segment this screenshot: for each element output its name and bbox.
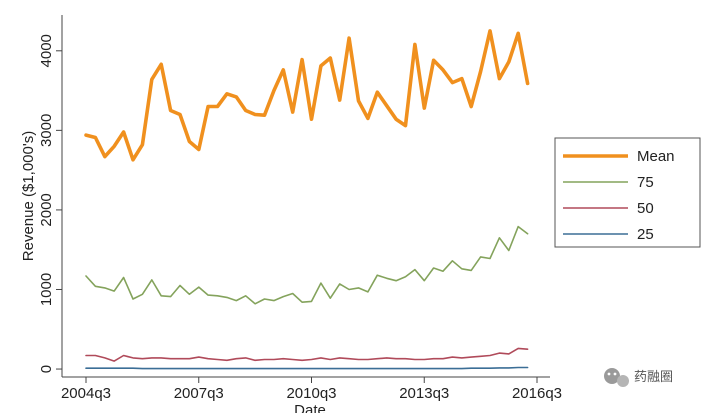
legend-label-75: 75 bbox=[637, 174, 654, 191]
legend-label-25: 25 bbox=[637, 226, 654, 243]
y-tick-label-1000: 1000 bbox=[38, 273, 55, 306]
y-tick-label-3000: 3000 bbox=[38, 114, 55, 147]
x-tick-label-2004q3: 2004q3 bbox=[61, 385, 111, 402]
series-line-25 bbox=[85, 366, 529, 370]
x-axis-ticks: 2004q3 2007q3 2010q3 2013q3 2016q3 bbox=[61, 377, 562, 402]
y-axis-ticks: 0 1000 2000 3000 4000 bbox=[38, 34, 62, 373]
x-axis-title: Date bbox=[294, 402, 326, 413]
x-tick-label-2010q3: 2010q3 bbox=[286, 385, 336, 402]
y-tick-label-0: 0 bbox=[38, 365, 55, 373]
watermark: 药融圈 bbox=[604, 368, 673, 387]
legend-label-50: 50 bbox=[637, 200, 654, 217]
x-tick-label-2007q3: 2007q3 bbox=[174, 385, 224, 402]
plot-background bbox=[62, 15, 550, 377]
series-layer bbox=[84, 29, 530, 370]
series-line-mean bbox=[84, 29, 530, 162]
series-line-50 bbox=[85, 347, 529, 362]
wechat-icon bbox=[604, 368, 629, 387]
y-tick-label-2000: 2000 bbox=[38, 193, 55, 226]
legend: Mean 75 50 25 bbox=[554, 137, 701, 248]
series-line-75 bbox=[85, 225, 529, 305]
x-tick-label-2013q3: 2013q3 bbox=[399, 385, 449, 402]
y-tick-label-4000: 4000 bbox=[38, 34, 55, 67]
legend-label-mean: Mean bbox=[637, 148, 675, 165]
x-tick-label-2016q3: 2016q3 bbox=[512, 385, 562, 402]
y-axis-title: Revenue ($1,000's) bbox=[20, 131, 37, 261]
watermark-text: 药融圈 bbox=[634, 370, 673, 385]
